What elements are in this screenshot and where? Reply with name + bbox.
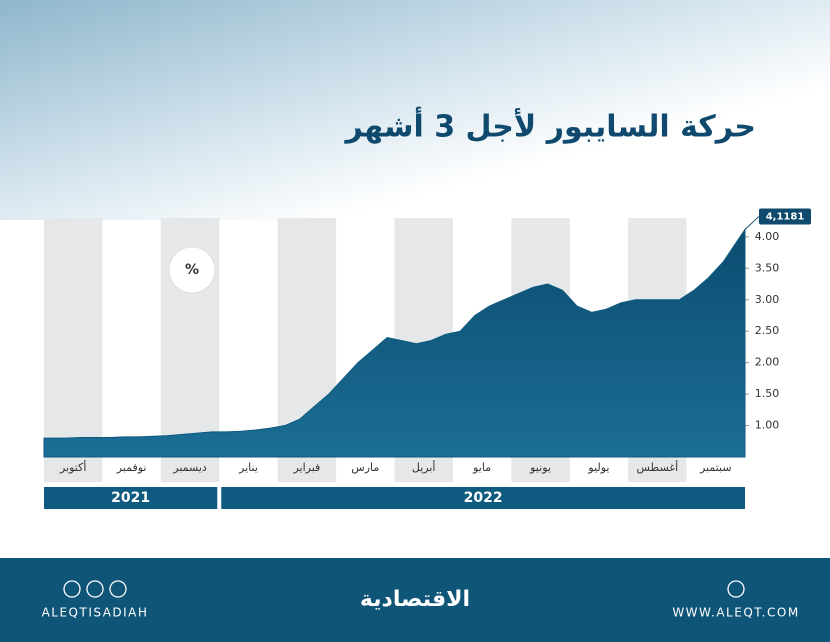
x-tick-label: مارس [351, 461, 379, 474]
y-tick-label: 3.00 [755, 293, 780, 306]
x-tick-label: أكتوبر [59, 460, 86, 474]
y-tick-label: 2.00 [755, 356, 780, 369]
x-tick-label: يونيو [529, 461, 551, 474]
y-tick-label: 1.00 [755, 419, 780, 432]
area [43, 227, 746, 458]
y-tick-label: 2.50 [755, 324, 780, 337]
x-tick-label: مايو [472, 461, 491, 474]
x-tick-label: أبريل [412, 460, 436, 474]
badge [168, 246, 216, 294]
x-tick-label: سبتمبر [699, 461, 732, 474]
x-tick-label: ديسمبر [172, 461, 207, 474]
year-bar [221, 487, 745, 509]
footer-handle: ALEQTISADIAH [42, 606, 149, 620]
y-tick-label: 3.50 [755, 261, 780, 274]
social-icons [63, 580, 127, 598]
header-bg [0, 0, 830, 220]
value-label: 4,1181 [766, 211, 805, 222]
x-tick-label: فبراير [292, 461, 320, 474]
year-label: 2022 [464, 490, 503, 506]
unit-badge: % [185, 262, 199, 278]
x-tick-label: أغسطس [637, 460, 679, 474]
y-tick-label: 1.50 [755, 387, 780, 400]
x-tick-label: يوليو [587, 461, 609, 474]
year-bar [44, 487, 218, 509]
value-label-bg [759, 208, 811, 225]
year-label: 2021 [111, 490, 150, 506]
web-icon [727, 580, 745, 598]
x-tick-label: يناير [238, 461, 258, 474]
footer-brand: الاقتصادية [360, 587, 470, 612]
y-tick-label: 4.00 [755, 230, 780, 243]
value-label-leader [744, 216, 760, 230]
x-tick-label: نوفمبر [116, 461, 147, 474]
footer-bg [0, 558, 830, 642]
footer-website: WWW.ALEQT.COM [672, 606, 799, 620]
chart-title: حركة السايبور لأجل 3 أشهر [343, 107, 756, 145]
